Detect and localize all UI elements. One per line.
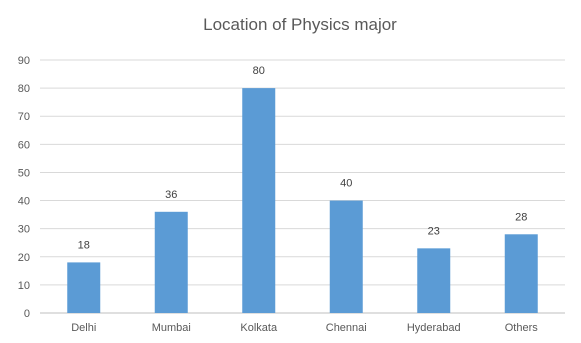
data-label-kolkata: 80 (253, 65, 265, 77)
data-label-hyderabad: 23 (428, 225, 440, 237)
x-tick-label-hyderabad: Hyderabad (407, 322, 461, 334)
y-tick-label: 10 (18, 280, 30, 292)
data-label-mumbai: 36 (165, 189, 177, 201)
grid-lines (40, 59, 565, 286)
x-tick-label-delhi: Delhi (71, 322, 96, 334)
y-tick-label: 50 (18, 167, 30, 179)
y-tick-label: 0 (24, 308, 30, 320)
y-tick-label: 20 (18, 252, 30, 264)
bar-chennai (329, 200, 363, 313)
data-label-chennai: 40 (340, 178, 352, 190)
bar-hyderabad (417, 248, 451, 313)
bar-others (504, 234, 538, 313)
x-tick-label-others: Others (505, 322, 539, 334)
y-tick-label: 70 (18, 111, 30, 123)
bar-kolkata (242, 88, 276, 313)
data-label-delhi: 18 (78, 239, 90, 251)
y-tick-label: 40 (18, 196, 30, 208)
y-tick-label: 30 (18, 224, 30, 236)
x-tick-label-kolkata: Kolkata (240, 322, 278, 334)
y-axis-tick-labels: 0 10 20 30 40 50 60 70 80 90 (18, 55, 30, 320)
chart-title: Location of Physics major (203, 15, 397, 34)
x-tick-label-chennai: Chennai (326, 322, 367, 334)
x-tick-label-mumbai: Mumbai (152, 322, 191, 334)
bar-delhi (67, 262, 101, 313)
y-tick-label: 80 (18, 83, 30, 95)
bar-mumbai (154, 211, 188, 313)
data-label-others: 28 (515, 211, 527, 223)
bars (67, 88, 538, 313)
y-tick-label: 90 (18, 55, 30, 67)
x-axis-tick-labels: Delhi Mumbai Kolkata Chennai Hyderabad Others (71, 322, 538, 334)
y-tick-label: 60 (18, 139, 30, 151)
data-labels: 18 36 80 40 23 28 (78, 65, 528, 251)
